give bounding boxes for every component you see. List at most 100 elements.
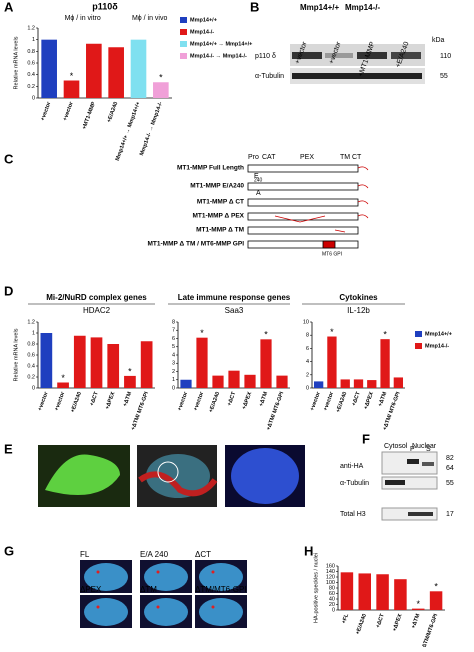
bar <box>140 341 153 388</box>
legend-label: Mmp14+/+ <box>425 331 452 337</box>
construct-label: MT1-MMP Full Length <box>177 165 244 172</box>
band <box>391 52 421 59</box>
x-tick-label: +vector <box>37 390 50 411</box>
x-tick-label: +vector <box>323 390 336 411</box>
x-tick-label: +ΔTM <box>122 391 133 408</box>
x-tick-label: +E/A240 <box>208 391 221 413</box>
micrograph <box>199 563 243 591</box>
bar <box>327 336 337 388</box>
group-title: Late immune response genes <box>178 293 291 302</box>
band <box>292 52 322 59</box>
bar <box>73 335 86 388</box>
y-tick-label: 1 <box>32 330 35 336</box>
construct-label: MT1-MMP Δ TM <box>196 227 244 234</box>
y-tick-label: 8 <box>172 319 175 325</box>
construct-label: MT1-MMP Δ CT <box>197 199 244 206</box>
significance-mark: * <box>416 599 420 609</box>
micrograph <box>146 454 210 498</box>
y-tick-label: 40 <box>329 596 335 602</box>
micrograph <box>144 563 188 591</box>
group-title: Mϕ / in vitro <box>65 15 101 22</box>
panel-label: F <box>362 431 370 446</box>
bar <box>228 370 240 388</box>
bar <box>429 591 443 610</box>
panel-label: C <box>4 151 14 166</box>
legend-label: Mmp14+/+ <box>190 17 217 23</box>
bar <box>107 344 120 388</box>
y-tick-label: 120 <box>326 574 335 580</box>
bar <box>394 579 407 610</box>
panel-label: H <box>304 543 313 558</box>
x-tick-label: +vector <box>177 390 190 411</box>
y-tick-label: 2 <box>306 372 309 378</box>
y-tick-label: 0 <box>32 385 35 391</box>
y-tick-label: 0.2 <box>27 84 35 90</box>
x-tick-label: +ΔTM <box>378 391 389 408</box>
bar <box>40 333 53 388</box>
bar <box>196 337 208 388</box>
band <box>325 53 353 58</box>
label: CAT <box>262 154 276 161</box>
legend-label: Mmp14-/- <box>190 29 214 35</box>
y-tick-label: 0.8 <box>27 341 35 347</box>
y-tick-label: 1 <box>32 37 35 43</box>
y-tick-label: 0 <box>332 607 335 613</box>
y-tick-label: 0.4 <box>27 363 35 369</box>
bar <box>412 608 425 610</box>
group-title: Mϕ / in vivo <box>132 15 168 22</box>
y-tick-label: 0.4 <box>27 72 35 78</box>
bar <box>153 82 169 98</box>
bar <box>212 375 224 388</box>
y-tick-label: 80 <box>329 585 335 591</box>
x-tick-label: +ΔCT <box>227 391 238 407</box>
bar <box>313 381 324 388</box>
label: Nuclear <box>412 443 437 450</box>
bar <box>90 337 103 388</box>
bar <box>367 380 377 388</box>
image-label: ΔCT <box>195 550 211 559</box>
label: α-Tubulin <box>255 73 284 80</box>
legend-swatch <box>415 331 422 337</box>
micrograph <box>156 605 160 609</box>
label: Cytosol <box>384 443 408 450</box>
significance-mark: * <box>61 373 65 383</box>
band <box>407 459 419 464</box>
y-tick-label: 5 <box>172 344 175 350</box>
bar <box>393 377 404 388</box>
y-axis-label: HA-positive speckles / nuclei <box>313 553 319 623</box>
y-tick-label: 0 <box>172 385 175 391</box>
x-tick-label: +ΔPEX <box>105 391 117 410</box>
chart-title: Saa3 <box>225 306 244 315</box>
x-tick-label: +E/A240 <box>106 101 119 123</box>
label: 82 <box>446 455 454 462</box>
bar <box>57 382 69 388</box>
significance-mark: * <box>383 330 387 340</box>
y-tick-label: 0 <box>306 385 309 391</box>
label: 17 <box>446 511 454 518</box>
x-tick-label: +E/A240 <box>335 391 348 413</box>
band <box>292 73 422 79</box>
x-tick-label: +E/A240 <box>355 613 368 635</box>
y-tick-label: 0.8 <box>27 49 35 55</box>
bar <box>180 379 192 388</box>
image-label: ΔPEX <box>80 585 102 594</box>
micrograph <box>45 454 120 495</box>
label: Mmp14-/- <box>345 3 380 12</box>
micrograph <box>157 461 179 483</box>
x-tick-label: +FL <box>341 613 350 625</box>
label: kDa <box>432 37 445 44</box>
label: MT6 GPI <box>322 251 342 257</box>
bar <box>244 374 256 388</box>
y-tick-label: 60 <box>329 591 335 597</box>
micrograph <box>96 605 100 609</box>
legend-swatch <box>415 343 422 349</box>
bar <box>353 379 364 388</box>
micrograph <box>199 598 243 626</box>
panel-label: G <box>4 543 14 558</box>
legend-label: Mmp14-/- → Mmp14-/- <box>190 53 247 59</box>
x-tick-label: +E/A240 <box>70 391 83 413</box>
significance-mark: * <box>159 73 163 83</box>
y-tick-label: 7 <box>172 328 175 334</box>
label: 110 <box>440 53 451 60</box>
x-tick-label: +ΔTM/MT6-GPI <box>420 613 439 647</box>
